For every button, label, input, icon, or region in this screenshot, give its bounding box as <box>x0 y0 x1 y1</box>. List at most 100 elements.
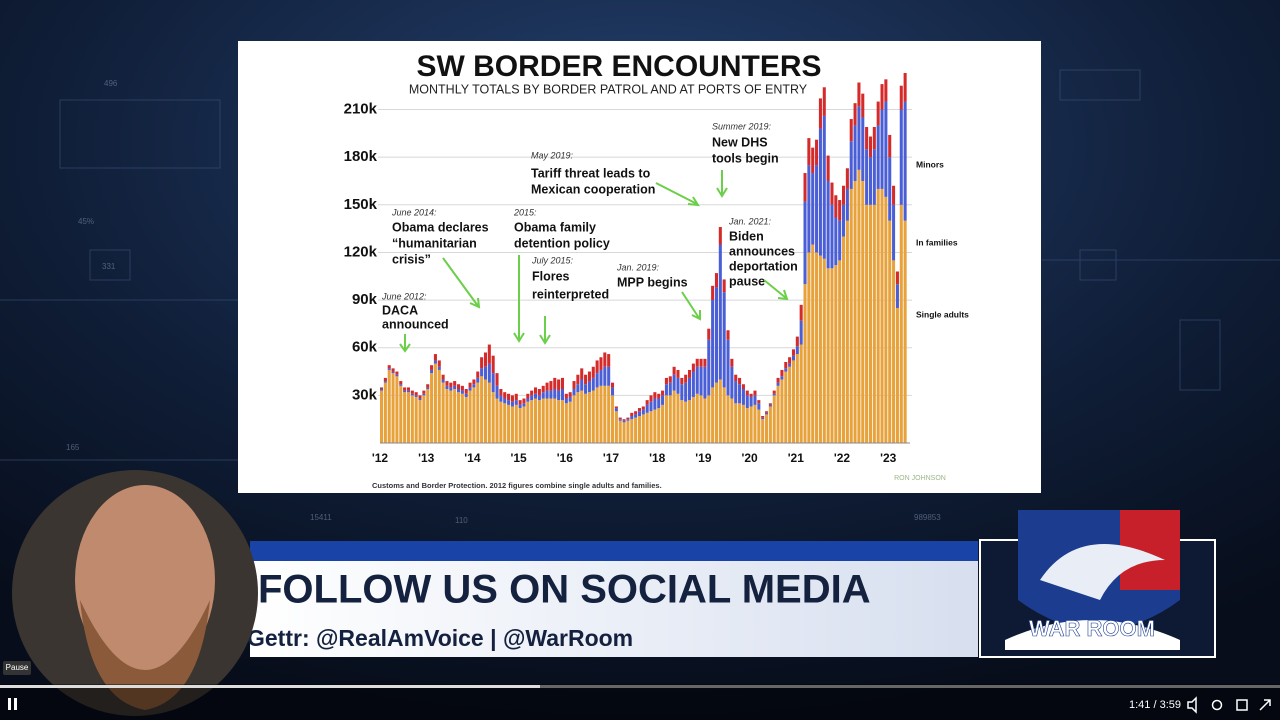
bar-segment <box>726 395 730 443</box>
bar-segment <box>799 304 803 321</box>
bar-segment <box>726 330 730 340</box>
bar-segment <box>495 398 499 443</box>
bar-segment <box>664 384 668 396</box>
bar-segment <box>580 368 584 380</box>
pip-button[interactable] <box>1236 699 1248 711</box>
bar-segment <box>603 385 607 443</box>
bar-segment <box>868 157 872 205</box>
bar-segment <box>587 392 591 443</box>
bar-segment <box>460 393 464 443</box>
bar-segment <box>572 395 576 443</box>
bar-segment <box>441 382 445 443</box>
bar-segment <box>895 271 899 285</box>
chart-subtitle: MONTHLY TOTALS BY BORDER PATROL AND AT P… <box>409 82 808 96</box>
bar-segment <box>895 308 899 443</box>
chart-source: Customs and Border Protection. 2012 figu… <box>372 481 662 490</box>
banner <box>250 561 978 657</box>
bar-segment <box>765 412 769 415</box>
bar-segment <box>718 379 722 443</box>
logo-stripes <box>1120 510 1180 590</box>
bar-segment <box>576 384 580 393</box>
bar-segment <box>380 387 384 390</box>
bar-segment <box>507 404 511 443</box>
fullscreen-button[interactable] <box>1259 699 1271 711</box>
bar-segment <box>495 385 499 399</box>
bar-segment <box>811 244 815 443</box>
bar-segment <box>641 414 645 443</box>
bar-segment <box>433 354 437 361</box>
bar-segment <box>842 236 846 443</box>
bar-segment <box>464 396 468 443</box>
bar-segment <box>395 374 399 377</box>
annotation-date: May 2019: <box>531 150 574 160</box>
bar-segment <box>499 389 503 396</box>
bar-segment <box>765 414 769 443</box>
bar-segment <box>672 374 676 391</box>
annotation-text: “humanitarian <box>392 236 477 250</box>
annotation-text: reinterpreted <box>532 287 609 301</box>
bar-segment <box>653 409 657 443</box>
bar-segment <box>480 357 484 369</box>
volume-button[interactable] <box>1187 696 1197 714</box>
bar-segment <box>772 395 776 443</box>
bar-segment <box>472 379 476 385</box>
pause-button[interactable] <box>14 698 17 710</box>
bar-segment <box>457 389 461 393</box>
bar-segment <box>776 385 780 443</box>
bar-segment <box>811 173 815 245</box>
progress-played[interactable] <box>0 685 540 688</box>
bar-segment <box>603 366 607 386</box>
bar-segment <box>772 393 776 396</box>
bar-segment <box>426 384 430 388</box>
bar-segment <box>491 373 495 393</box>
bar-segment <box>649 411 653 443</box>
bar-segment <box>380 390 384 443</box>
watermark: RON JOHNSON <box>894 475 946 482</box>
annotation-text: New DHS <box>712 135 768 149</box>
bar-segment <box>818 128 822 256</box>
x-tick-label: '15 <box>510 451 527 465</box>
bar-segment <box>753 390 757 396</box>
bar-segment <box>768 404 772 407</box>
settings-button[interactable] <box>1211 699 1223 711</box>
bar-segment <box>892 185 896 205</box>
bar-segment <box>618 420 622 443</box>
pause-button[interactable] <box>8 698 11 710</box>
tooltip <box>3 661 31 675</box>
bar-segment <box>857 169 861 443</box>
bar-segment <box>591 366 595 378</box>
bar-segment <box>741 384 745 390</box>
bar-segment <box>399 381 403 385</box>
bar-segment <box>568 392 572 397</box>
annotation-text: Mexican cooperation <box>531 182 655 196</box>
bar-segment <box>568 401 572 443</box>
y-tick-label: 60k <box>352 339 378 356</box>
legend-label: Minors <box>916 159 944 169</box>
bar-segment <box>649 395 653 402</box>
annotation-date: Summer 2019: <box>712 121 772 131</box>
bar-segment <box>522 403 526 407</box>
bar-segment <box>514 404 518 443</box>
bg-number: 165 <box>66 443 80 452</box>
bar-segment <box>422 395 426 443</box>
bar-segment <box>807 138 811 166</box>
bar-segment <box>445 381 449 386</box>
bar-segment <box>699 366 703 396</box>
bar-segment <box>868 204 872 443</box>
bar-segment <box>711 300 715 388</box>
bar-segment <box>607 354 611 367</box>
bar-segment <box>645 404 649 413</box>
bar-segment <box>892 260 896 443</box>
chart-title: SW BORDER ENCOUNTERS <box>416 50 821 83</box>
bar-segment <box>853 180 857 444</box>
bar-segment <box>695 366 699 394</box>
bar-segment <box>734 403 738 443</box>
bar-segment <box>391 371 395 374</box>
bar-segment <box>876 188 880 443</box>
tooltip-text: Pause <box>6 663 29 672</box>
bar-segment <box>503 398 507 404</box>
bar-segment <box>880 188 884 443</box>
bar-segment <box>672 390 676 443</box>
bar-segment <box>872 204 876 443</box>
x-tick-label: '16 <box>557 451 574 465</box>
